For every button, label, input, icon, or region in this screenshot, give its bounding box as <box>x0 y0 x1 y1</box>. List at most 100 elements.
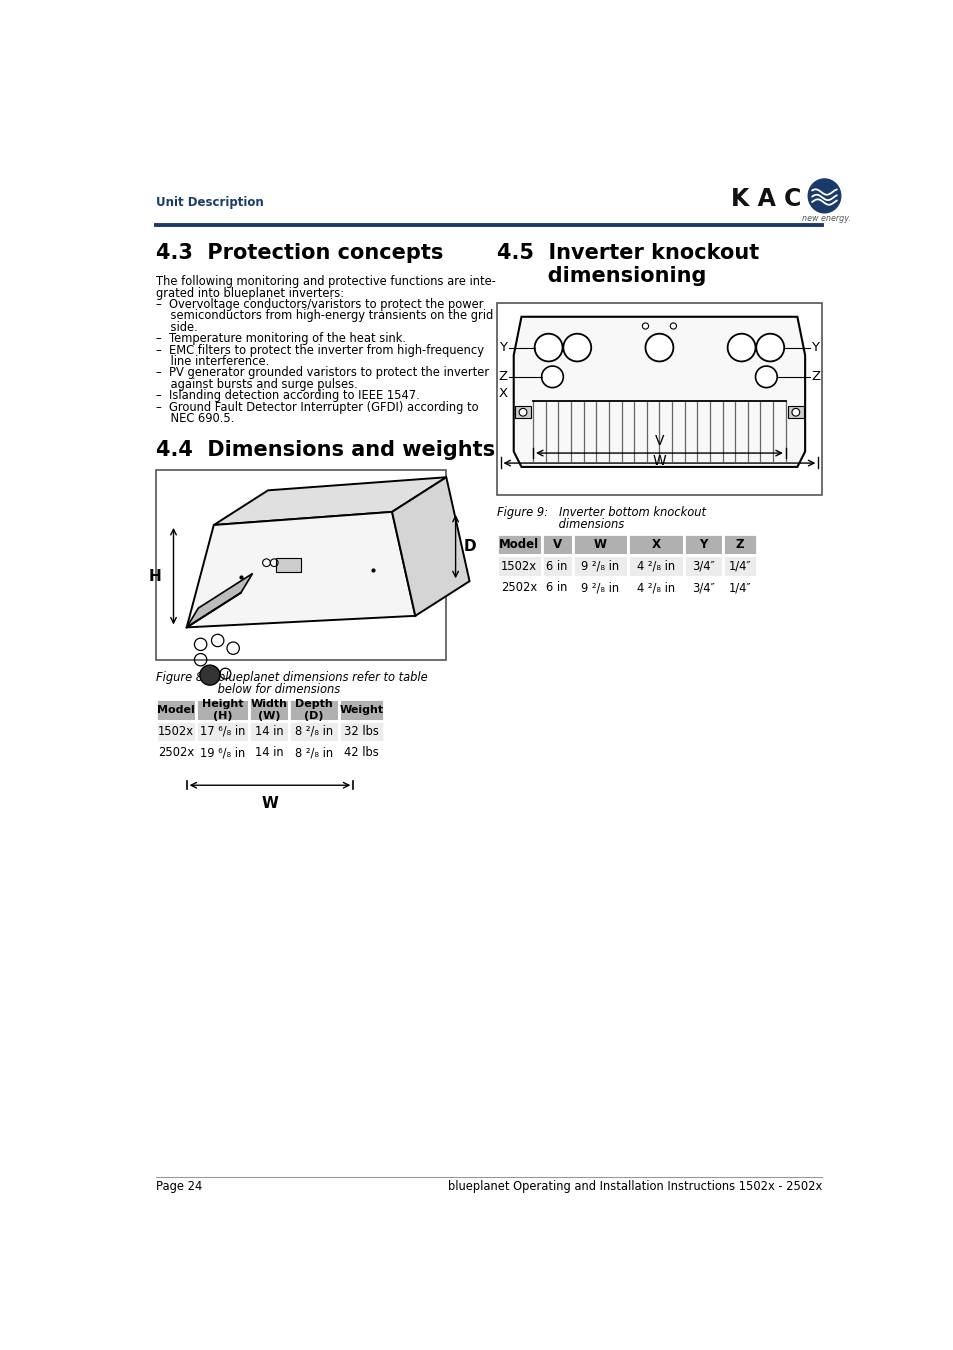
Bar <box>497 302 821 495</box>
Text: 8 ²/₈ in: 8 ²/₈ in <box>294 747 333 760</box>
Text: Figure 8:   blueplanet dimensions refer to table: Figure 8: blueplanet dimensions refer to… <box>155 671 427 684</box>
Text: dimensions: dimensions <box>497 518 623 531</box>
Polygon shape <box>187 574 253 628</box>
Circle shape <box>756 333 783 362</box>
Polygon shape <box>513 317 804 467</box>
Text: V: V <box>552 539 561 551</box>
Text: 14 in: 14 in <box>254 725 283 738</box>
Circle shape <box>641 323 648 329</box>
Text: 1/4″: 1/4″ <box>728 560 751 572</box>
Text: D: D <box>463 539 476 553</box>
Bar <box>339 699 384 721</box>
Text: Page 24: Page 24 <box>155 1180 202 1192</box>
Text: –  Ground Fault Detector Interrupter (GFDI) according to: – Ground Fault Detector Interrupter (GFD… <box>155 401 477 413</box>
Bar <box>515 406 530 418</box>
Text: W: W <box>261 796 278 811</box>
Text: –  Temperature monitoring of the heat sink.: – Temperature monitoring of the heat sin… <box>155 332 405 346</box>
Bar <box>628 533 683 555</box>
Bar <box>628 576 683 598</box>
Bar <box>339 743 384 764</box>
Bar <box>155 743 195 764</box>
Bar <box>722 533 757 555</box>
Bar <box>497 576 541 598</box>
Text: V: V <box>654 433 663 448</box>
Text: 4 ²/₈ in: 4 ²/₈ in <box>637 582 675 594</box>
Text: Width
(W): Width (W) <box>250 699 287 721</box>
Bar <box>275 558 300 572</box>
Text: side.: side. <box>155 321 197 333</box>
Text: 4 ²/₈ in: 4 ²/₈ in <box>637 560 675 572</box>
Text: 14 in: 14 in <box>254 747 283 760</box>
Text: 3/4″: 3/4″ <box>692 582 714 594</box>
Text: 4.3  Protection concepts: 4.3 Protection concepts <box>155 243 442 263</box>
Polygon shape <box>213 478 446 525</box>
Bar <box>249 721 289 743</box>
Bar <box>155 470 446 660</box>
Text: X: X <box>651 539 660 551</box>
Text: NEC 690.5.: NEC 690.5. <box>155 412 233 425</box>
Bar <box>339 721 384 743</box>
Bar <box>497 555 541 576</box>
Bar <box>572 555 628 576</box>
Text: Y: Y <box>699 539 707 551</box>
Bar <box>195 743 249 764</box>
Text: semiconductors from high-energy transients on the grid: semiconductors from high-energy transien… <box>155 309 493 323</box>
Text: 2502x: 2502x <box>500 582 537 594</box>
Bar <box>683 533 722 555</box>
Text: H: H <box>149 568 162 583</box>
Bar <box>683 576 722 598</box>
Ellipse shape <box>807 180 840 213</box>
Text: –  PV generator grounded varistors to protect the inverter: – PV generator grounded varistors to pro… <box>155 366 488 379</box>
Bar <box>572 533 628 555</box>
Text: Z: Z <box>497 370 507 383</box>
Text: K A C O: K A C O <box>731 186 829 211</box>
Circle shape <box>670 323 676 329</box>
Text: 1502x: 1502x <box>157 725 193 738</box>
Text: Z: Z <box>810 370 820 383</box>
Text: –  EMC filters to protect the inverter from high-frequency: – EMC filters to protect the inverter fr… <box>155 343 483 356</box>
Text: 4.5  Inverter knockout: 4.5 Inverter knockout <box>497 243 759 263</box>
Bar <box>541 555 572 576</box>
Bar <box>628 555 683 576</box>
Bar <box>541 576 572 598</box>
Text: 9 ²/₈ in: 9 ²/₈ in <box>580 582 618 594</box>
Text: 42 lbs: 42 lbs <box>344 747 378 760</box>
Polygon shape <box>392 478 469 616</box>
Circle shape <box>534 333 562 362</box>
Text: X: X <box>497 387 507 400</box>
Text: 4.4  Dimensions and weights: 4.4 Dimensions and weights <box>155 440 495 460</box>
Text: line interference.: line interference. <box>155 355 269 369</box>
Text: Depth
(D): Depth (D) <box>295 699 333 721</box>
Text: Height
(H): Height (H) <box>201 699 243 721</box>
Bar <box>572 576 628 598</box>
Text: Model: Model <box>498 539 538 551</box>
Text: Y: Y <box>499 342 507 354</box>
Text: The following monitoring and protective functions are inte-: The following monitoring and protective … <box>155 275 495 288</box>
Text: Y: Y <box>810 342 819 354</box>
Text: Z: Z <box>735 539 743 551</box>
Circle shape <box>199 666 220 686</box>
Bar <box>289 721 339 743</box>
Text: blueplanet Operating and Installation Instructions 1502x - 2502x: blueplanet Operating and Installation In… <box>448 1180 821 1192</box>
Bar <box>497 533 541 555</box>
Text: 19 ⁶/₈ in: 19 ⁶/₈ in <box>199 747 245 760</box>
Circle shape <box>727 333 755 362</box>
Text: 6 in: 6 in <box>546 560 567 572</box>
Text: 2502x: 2502x <box>157 747 193 760</box>
Bar <box>722 576 757 598</box>
Bar <box>249 699 289 721</box>
Text: 3/4″: 3/4″ <box>692 560 714 572</box>
Text: 6 in: 6 in <box>546 582 567 594</box>
Polygon shape <box>187 512 415 628</box>
Bar <box>787 406 802 418</box>
Bar <box>541 533 572 555</box>
Text: –  Islanding detection according to IEEE 1547.: – Islanding detection according to IEEE … <box>155 389 419 402</box>
Text: 1502x: 1502x <box>500 560 537 572</box>
Bar <box>722 555 757 576</box>
Bar <box>155 699 195 721</box>
Bar <box>289 743 339 764</box>
Circle shape <box>645 333 673 362</box>
Text: Figure 9:   Inverter bottom knockout: Figure 9: Inverter bottom knockout <box>497 506 705 520</box>
Text: Model: Model <box>157 705 194 714</box>
Text: grated into blueplanet inverters:: grated into blueplanet inverters: <box>155 286 343 300</box>
